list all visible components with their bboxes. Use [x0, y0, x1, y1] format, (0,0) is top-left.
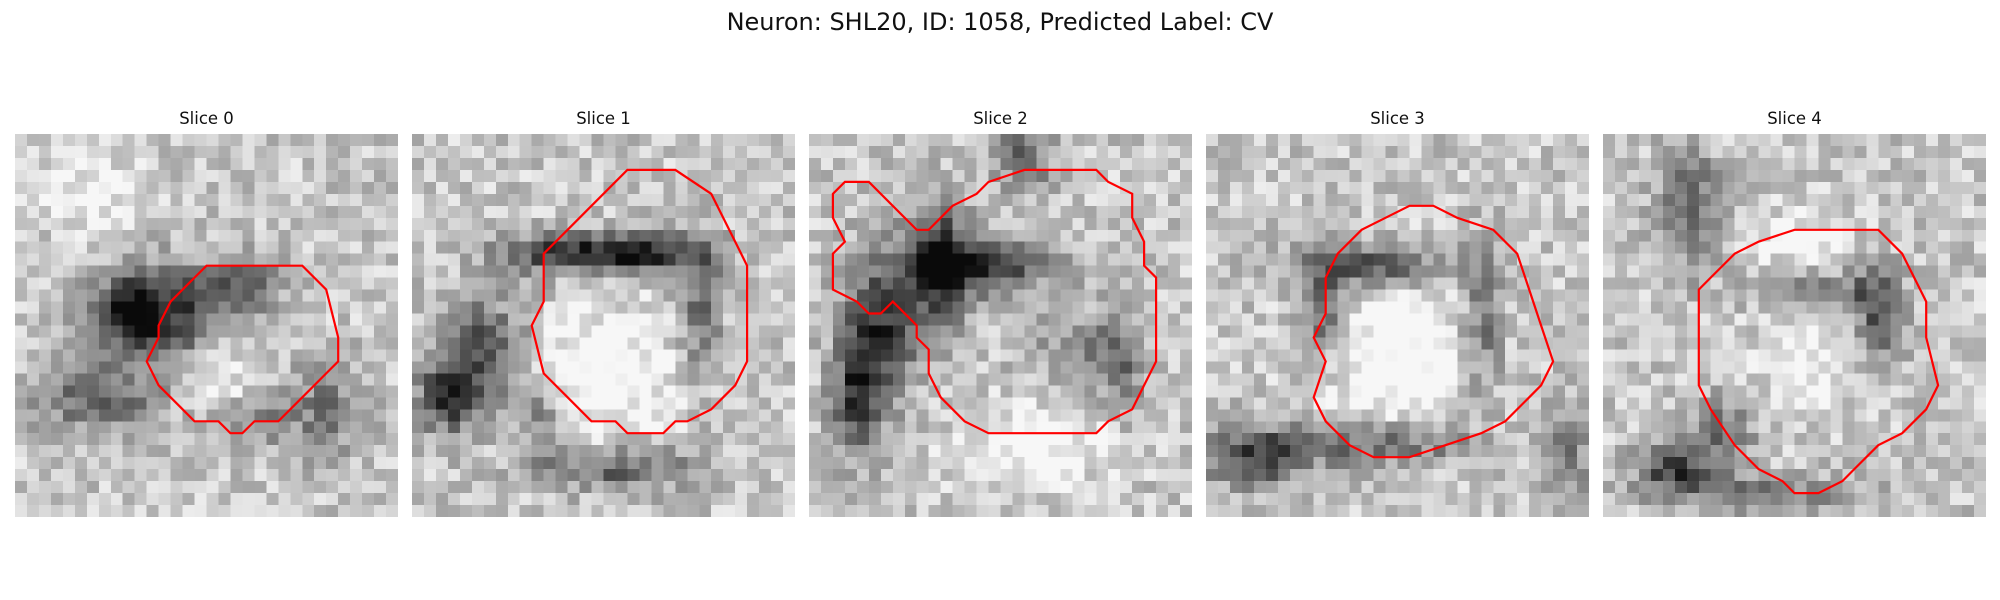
pixel-grid — [809, 134, 1192, 517]
slice-title-2: Slice 2 — [973, 109, 1028, 128]
pixel-grid — [1603, 134, 1986, 517]
slice-panel-3: Slice 3 — [1206, 108, 1589, 517]
slice-title-4: Slice 4 — [1767, 109, 1822, 128]
slice-panel-0: Slice 0 — [15, 108, 398, 517]
slice-image-2 — [809, 134, 1192, 517]
figure-title: Neuron: SHL20, ID: 1058, Predicted Label… — [726, 8, 1274, 36]
slice-title-3: Slice 3 — [1370, 109, 1425, 128]
slice-title-1: Slice 1 — [576, 109, 631, 128]
contour-outline — [1697, 228, 1940, 495]
pixel-grid — [15, 134, 398, 517]
slice-panel-2: Slice 2 — [809, 108, 1192, 517]
contour-outline — [530, 168, 749, 435]
slice-image-0 — [15, 134, 398, 517]
contour-outline — [1312, 204, 1555, 459]
slice-image-3 — [1206, 134, 1589, 517]
slice-title-0: Slice 0 — [179, 109, 234, 128]
contour-outline — [831, 168, 1158, 435]
pixel-grid — [1206, 134, 1589, 517]
pixel-grid — [412, 134, 795, 517]
slice-panel-1: Slice 1 — [412, 108, 795, 517]
slice-image-1 — [412, 134, 795, 517]
slice-image-4 — [1603, 134, 1986, 517]
slice-panel-4: Slice 4 — [1603, 108, 1986, 517]
contour-outline — [145, 264, 340, 435]
